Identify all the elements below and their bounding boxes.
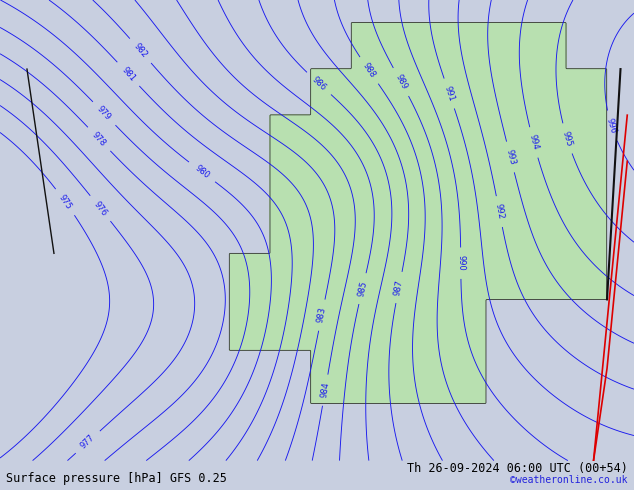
Text: 986: 986 xyxy=(310,74,328,92)
Text: 981: 981 xyxy=(120,65,137,83)
Text: 983: 983 xyxy=(316,306,328,324)
Text: 993: 993 xyxy=(504,148,517,166)
Text: 975: 975 xyxy=(57,193,74,211)
Text: 987: 987 xyxy=(393,279,405,296)
Text: 976: 976 xyxy=(92,199,109,218)
Text: 980: 980 xyxy=(193,164,211,180)
Text: 984: 984 xyxy=(320,382,331,399)
Text: 989: 989 xyxy=(393,73,409,91)
Text: 996: 996 xyxy=(605,117,618,135)
Text: 982: 982 xyxy=(132,42,149,60)
Text: 992: 992 xyxy=(493,203,505,220)
Text: Th 26-09-2024 06:00 UTC (00+54): Th 26-09-2024 06:00 UTC (00+54) xyxy=(407,462,628,475)
Text: ©weatheronline.co.uk: ©weatheronline.co.uk xyxy=(510,475,628,485)
Text: Surface pressure [hPa] GFS 0.25: Surface pressure [hPa] GFS 0.25 xyxy=(6,472,227,485)
Text: 995: 995 xyxy=(560,130,574,147)
Text: 985: 985 xyxy=(356,280,368,297)
Text: 979: 979 xyxy=(96,104,113,122)
Text: 990: 990 xyxy=(456,255,465,271)
Text: 977: 977 xyxy=(79,433,96,451)
Text: 988: 988 xyxy=(361,61,377,79)
Text: 991: 991 xyxy=(443,85,456,102)
Text: 994: 994 xyxy=(527,134,540,151)
Text: 978: 978 xyxy=(91,130,108,148)
